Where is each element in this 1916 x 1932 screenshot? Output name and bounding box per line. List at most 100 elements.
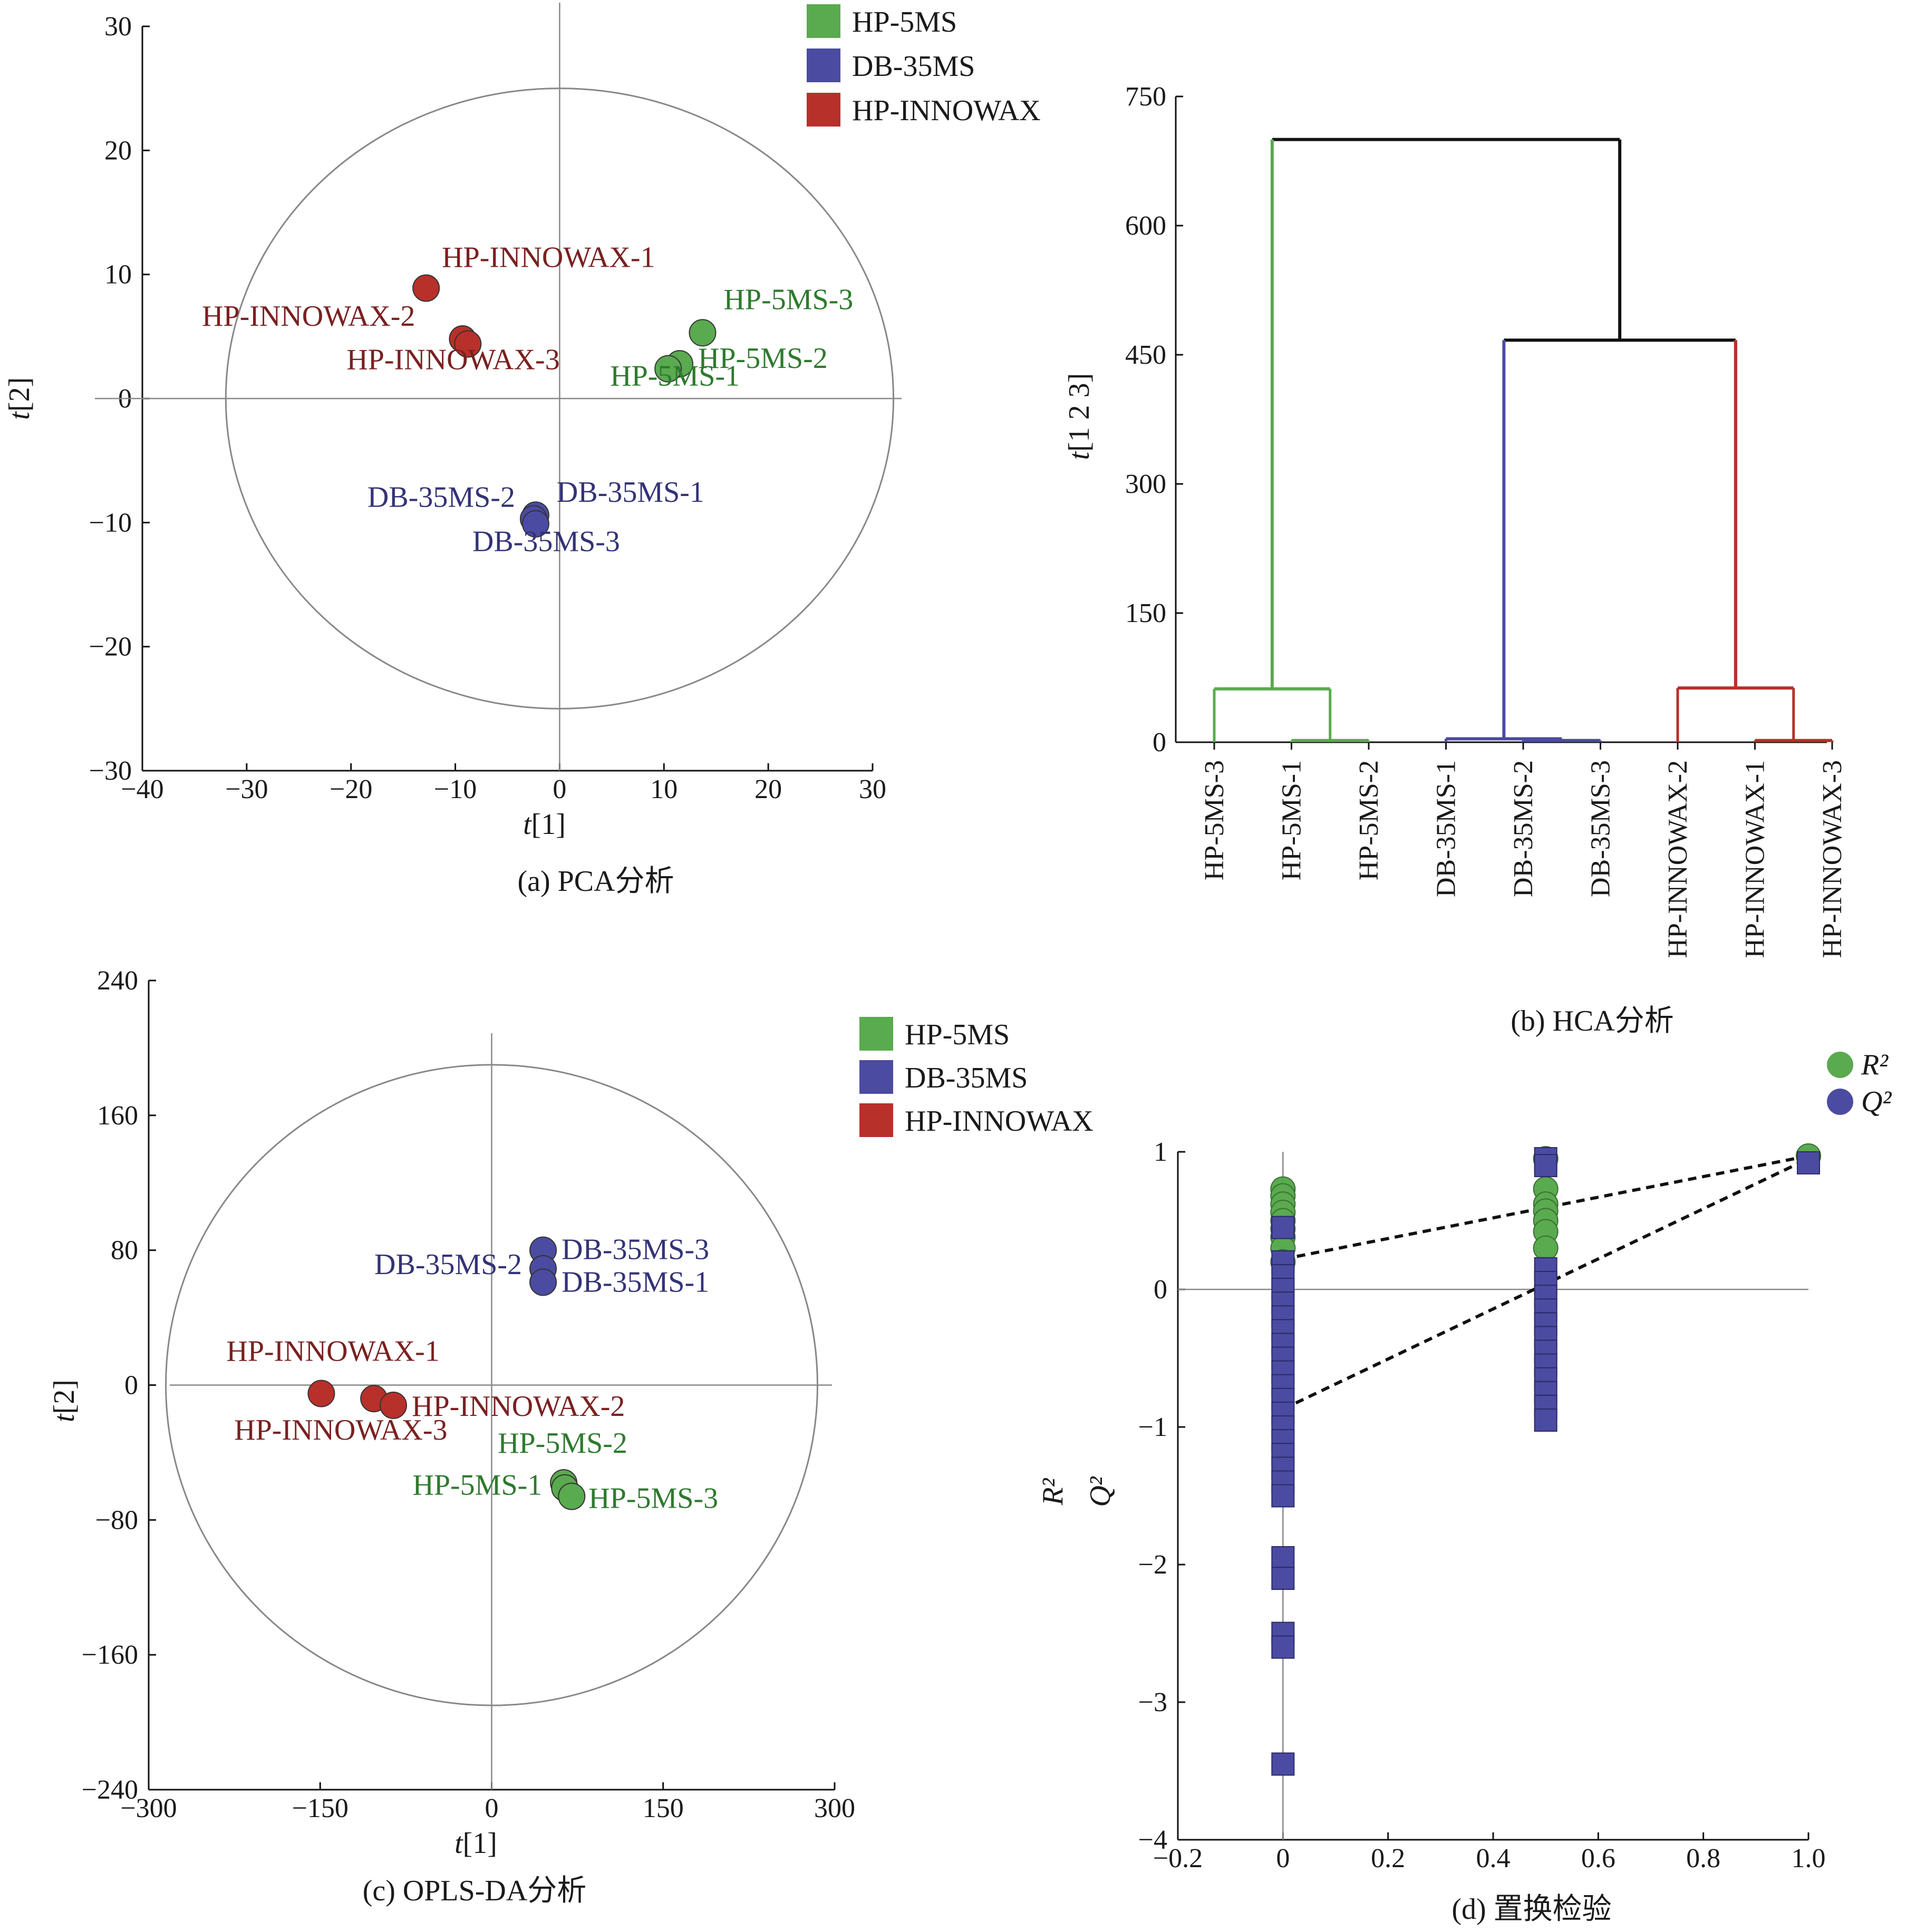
y-tick-label: 600 bbox=[1125, 211, 1166, 241]
x-tick-label: 0 bbox=[1276, 1843, 1290, 1873]
y-axis-label-idx: [1 2 3] bbox=[1063, 373, 1096, 452]
y-tick-label: 10 bbox=[104, 260, 132, 290]
legend-swatch bbox=[807, 93, 840, 127]
q2-point bbox=[1534, 1154, 1557, 1178]
point-label: HP-INNOWAX-3 bbox=[346, 343, 559, 376]
x-tick-label: 30 bbox=[859, 774, 886, 804]
y-axis-label-idx: [2] bbox=[3, 377, 36, 412]
y-axis-label-q2: Q² bbox=[1084, 1476, 1117, 1507]
q2-point bbox=[1534, 1408, 1557, 1432]
x-tick-label: −10 bbox=[434, 774, 477, 804]
point-label: HP-5MS-1 bbox=[610, 360, 740, 393]
x-tick-label: −30 bbox=[225, 774, 268, 804]
q2-point bbox=[1271, 1484, 1295, 1508]
x-tick-label: 0 bbox=[485, 1793, 499, 1823]
panel-caption: (c) OPLS-DA分析 bbox=[363, 1875, 587, 1907]
panel-b-hca: 0 150 300 450 600 750 HP-5MS-3 HP-5MS-1 HP-5MS-2… bbox=[1063, 82, 1847, 1037]
scatter-point bbox=[529, 1268, 557, 1296]
q2-point bbox=[1797, 1151, 1820, 1174]
panel-d-permutation: −0.2 0 0.2 0.4 0.6 0.8 1.0 −4 −3 −2 −1 0 1 R² Q² (d) 置换… bbox=[1037, 1048, 1892, 1926]
legend-label: R² bbox=[1861, 1048, 1889, 1081]
leaf-label: DB-35MS-2 bbox=[1508, 760, 1538, 897]
q2-point bbox=[1271, 1567, 1295, 1590]
leaf-label: HP-5MS-2 bbox=[1354, 760, 1384, 880]
panel-caption: (b) HCA分析 bbox=[1511, 1005, 1674, 1037]
y-axis-label-r2: R² bbox=[1037, 1478, 1069, 1506]
y-tick-label: −3 bbox=[1138, 1687, 1167, 1717]
y-tick-label: −240 bbox=[82, 1775, 138, 1805]
x-tick-label: 0.6 bbox=[1581, 1843, 1615, 1873]
y-axis-label: t[2] bbox=[3, 377, 36, 420]
legend-swatch bbox=[807, 4, 840, 38]
x-tick-label: 20 bbox=[754, 774, 782, 804]
y-tick-label: −30 bbox=[89, 756, 132, 786]
legend-swatch bbox=[859, 1060, 893, 1094]
point-label: HP-INNOWAX-2 bbox=[412, 1390, 625, 1423]
scatter-point bbox=[521, 510, 549, 538]
y-tick-label: 1 bbox=[1154, 1137, 1167, 1167]
legend-label: HP-INNOWAX bbox=[852, 94, 1041, 127]
y-tick-label: 450 bbox=[1125, 340, 1166, 370]
q2-point bbox=[1271, 1546, 1295, 1569]
r2-point bbox=[1533, 1235, 1559, 1261]
point-label: HP-INNOWAX-2 bbox=[202, 300, 415, 333]
legend-label: DB-35MS bbox=[852, 50, 975, 83]
y-axis-label-var: t bbox=[48, 1413, 81, 1422]
panel-caption: (d) 置换检验 bbox=[1451, 1893, 1611, 1926]
x-axis-label: t[1] bbox=[454, 1827, 497, 1860]
point-label: DB-35MS-2 bbox=[374, 1248, 522, 1281]
y-tick-label: 0 bbox=[1153, 727, 1166, 758]
y-tick-label: 750 bbox=[1125, 82, 1166, 112]
x-tick-label: −0.2 bbox=[1153, 1843, 1203, 1873]
panel-caption: (a) PCA分析 bbox=[517, 865, 674, 898]
y-tick-label: −1 bbox=[1138, 1412, 1167, 1442]
x-tick-label: 0.4 bbox=[1476, 1843, 1511, 1873]
y-axis-label: t[2] bbox=[48, 1380, 81, 1422]
point-label: HP-INNOWAX-1 bbox=[442, 241, 655, 274]
point-label: DB-35MS-3 bbox=[562, 1234, 709, 1266]
y-tick-label: 160 bbox=[97, 1101, 138, 1131]
y-tick-label: 240 bbox=[97, 966, 138, 996]
q2-point bbox=[1271, 1635, 1295, 1659]
legend-label: HP-5MS bbox=[905, 1018, 1010, 1051]
y-tick-label: −20 bbox=[89, 632, 132, 662]
confidence-ellipse bbox=[225, 88, 895, 710]
x-tick-label: −150 bbox=[292, 1793, 349, 1823]
y-tick-label: 20 bbox=[104, 135, 132, 166]
x-tick-label: 1.0 bbox=[1792, 1843, 1826, 1873]
scatter-point bbox=[689, 319, 717, 347]
scatter-point bbox=[454, 330, 482, 358]
x-axis-label-var: t bbox=[454, 1827, 463, 1860]
x-tick-label: 10 bbox=[650, 774, 678, 804]
y-tick-label: −4 bbox=[1138, 1825, 1167, 1855]
scatter-point bbox=[412, 274, 440, 302]
confidence-ellipse bbox=[165, 1064, 818, 1706]
regression-line bbox=[1282, 1154, 1809, 1261]
legend-q2-marker bbox=[1827, 1089, 1853, 1115]
leaf-label: HP-INNOWAX-2 bbox=[1663, 760, 1693, 958]
point-label: HP-INNOWAX-1 bbox=[226, 1335, 439, 1367]
panel-c-oplsda: −300 −150 0 150 300 −240 −160 −80 0 80 160 240 DB-35… bbox=[48, 966, 1094, 1907]
point-label: HP-5MS-3 bbox=[723, 283, 853, 316]
y-tick-label: 0 bbox=[1154, 1275, 1167, 1305]
point-label: HP-5MS-3 bbox=[588, 1482, 718, 1515]
y-axis-label-var: t bbox=[1063, 451, 1096, 460]
point-label: DB-35MS-2 bbox=[367, 481, 515, 513]
y-tick-label: −2 bbox=[1138, 1550, 1167, 1580]
panel-a-pca: −40 −30 −20 −10 0 10 20 30−30−20−100102030HP-IN… bbox=[3, 3, 1041, 898]
x-tick-label: −300 bbox=[120, 1793, 177, 1823]
y-tick-label: 300 bbox=[1125, 469, 1166, 499]
q2-point bbox=[1271, 1752, 1295, 1776]
legend-label: Q² bbox=[1861, 1085, 1892, 1118]
x-axis-label: t[1] bbox=[523, 808, 566, 841]
x-tick-label: −20 bbox=[330, 774, 372, 804]
point-label: DB-35MS-1 bbox=[562, 1266, 709, 1298]
x-tick-label: 300 bbox=[814, 1793, 855, 1823]
x-axis-label-var: t bbox=[523, 808, 532, 841]
x-axis-label-idx: [1] bbox=[463, 1827, 497, 1860]
leaf-label: DB-35MS-1 bbox=[1431, 760, 1462, 897]
point-label: DB-35MS-3 bbox=[472, 526, 620, 558]
legend-swatch bbox=[859, 1103, 893, 1137]
